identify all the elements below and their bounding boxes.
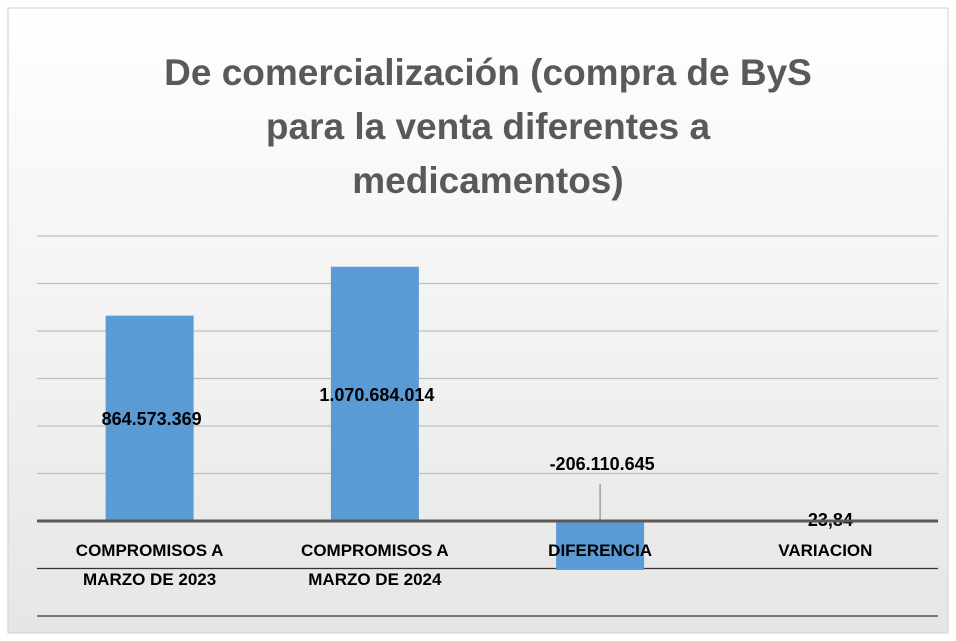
x-tick-label: COMPROMISOS A MARZO DE 2023 bbox=[76, 541, 224, 589]
bar bbox=[330, 266, 419, 521]
data-label: -206.110.645 bbox=[550, 454, 655, 474]
bar bbox=[105, 315, 194, 521]
chart-title: De comercialización (compra de ByS para l… bbox=[164, 52, 812, 201]
bar bbox=[556, 521, 645, 570]
x-tick-label: VARIACION bbox=[778, 541, 872, 560]
x-tick-label: COMPROMISOS A MARZO DE 2024 bbox=[301, 541, 449, 589]
data-label: 1.070.684.014 bbox=[319, 385, 434, 405]
data-label: 864.573.369 bbox=[102, 409, 202, 429]
x-tick-label: DIFERENCIA bbox=[548, 541, 652, 560]
